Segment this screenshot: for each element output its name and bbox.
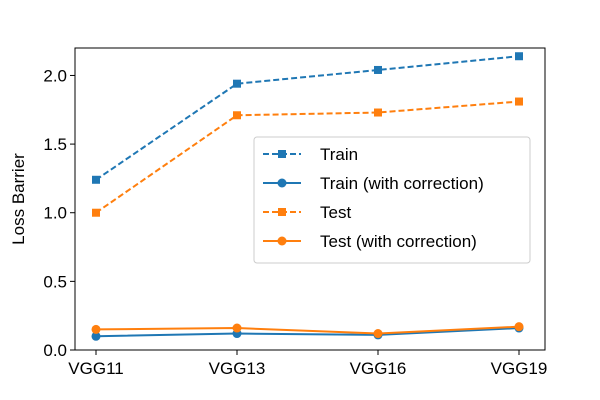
data-point	[232, 323, 242, 333]
legend-marker	[277, 178, 287, 188]
data-point	[373, 329, 383, 339]
series-3	[91, 322, 524, 339]
x-tick-label: VGG16	[350, 359, 407, 378]
data-point	[233, 79, 241, 88]
data-point	[515, 97, 523, 106]
data-point	[374, 65, 382, 74]
legend-label: Train (with correction)	[320, 174, 484, 193]
data-point	[92, 175, 100, 184]
data-point	[92, 208, 100, 217]
x-tick-label: VGG11	[68, 359, 123, 378]
legend-label: Test	[320, 203, 351, 222]
legend-item: Train	[263, 145, 358, 164]
data-point	[91, 331, 101, 341]
series-line	[95, 325, 520, 335]
data-point	[514, 322, 524, 332]
y-axis-label: Loss Barrier	[9, 153, 28, 245]
series-2	[92, 97, 523, 217]
legend-marker	[277, 236, 287, 246]
axes-layer: 0.0 0.5 1.0 1.5 2.0 VGG11 VGG13 VGG16 VGG19	[43, 66, 547, 378]
plot-frame	[74, 47, 546, 351]
data-point	[374, 108, 382, 117]
data-point	[233, 111, 241, 120]
legend-item: Test (with correction)	[263, 232, 477, 251]
legend-label: Train	[320, 145, 358, 164]
legend-item: Test	[263, 203, 351, 222]
x-tick-label: VGG13	[209, 359, 266, 378]
legend-label: Test (with correction)	[320, 232, 477, 251]
data-point	[91, 324, 101, 334]
legend-frame	[253, 136, 531, 264]
series-layer	[91, 52, 524, 341]
y-tick-label: 1.5	[43, 135, 67, 154]
legend-marker	[278, 150, 286, 158]
series-line	[95, 327, 520, 338]
x-tick-label: VGG19	[491, 359, 548, 378]
y-tick-label: 0.5	[43, 272, 67, 291]
legend: Train Train (with correction) Test Test (wi…	[253, 136, 531, 264]
legend-item: Train (with correction)	[263, 174, 484, 193]
legend-items: Train Train (with correction) Test Test (wi…	[263, 145, 484, 251]
data-point	[515, 52, 523, 61]
series-1	[91, 323, 524, 341]
series-0	[92, 52, 523, 184]
legend-marker	[278, 208, 286, 216]
series-line	[95, 100, 520, 214]
y-tick-label: 2.0	[43, 66, 67, 85]
y-tick-label: 0.0	[43, 341, 67, 360]
series-line	[95, 55, 520, 181]
y-tick-label: 1.0	[43, 204, 67, 223]
